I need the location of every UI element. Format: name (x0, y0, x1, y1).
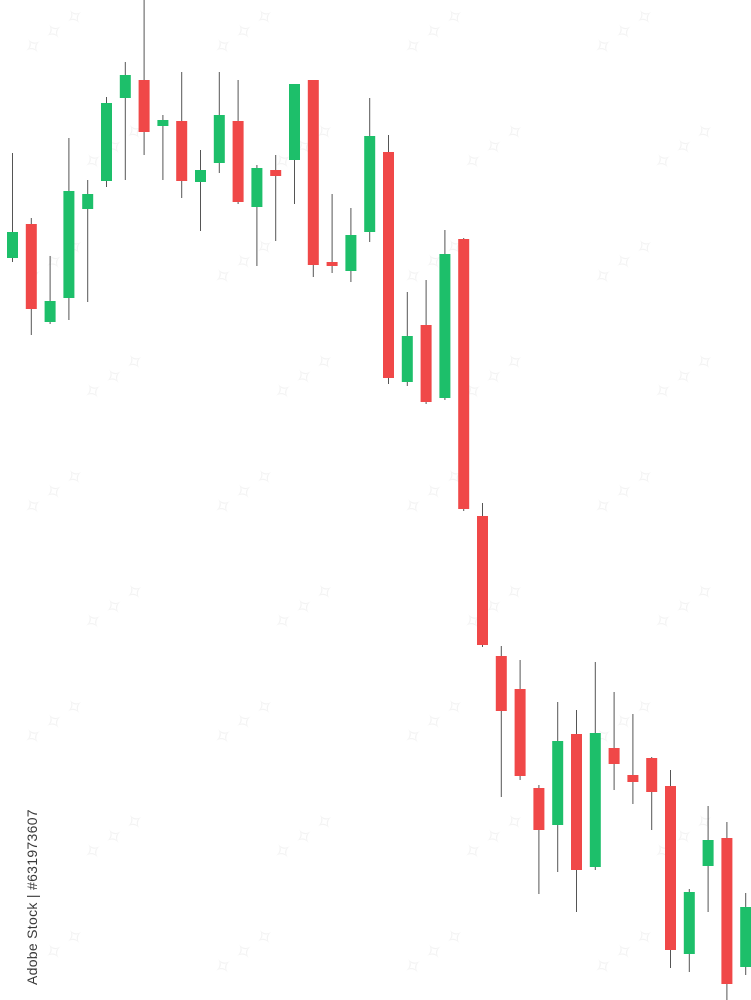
candle (627, 714, 639, 804)
stock-id-watermark: Adobe Stock | #631973607 (24, 809, 40, 985)
candle-body-bearish (495, 656, 507, 711)
candle (195, 150, 206, 231)
candle-body-bullish (289, 84, 300, 160)
candle (589, 662, 601, 870)
candle (740, 893, 751, 975)
candle (364, 98, 376, 242)
candle-body-bearish (232, 121, 244, 202)
candle-body-bullish (82, 194, 94, 209)
candle (533, 785, 545, 894)
candle (101, 97, 112, 187)
candle (44, 256, 56, 324)
candle-body-bearish (138, 80, 150, 132)
candle-body-bullish (401, 336, 413, 382)
candle (439, 230, 451, 400)
candle-body-bearish (514, 689, 526, 776)
candle-body-bearish (533, 788, 545, 830)
candle (7, 153, 18, 262)
candle (571, 710, 582, 912)
candle (702, 806, 714, 912)
candle-body-bearish (383, 152, 394, 378)
candle (458, 238, 470, 511)
candle-body-bearish (627, 775, 639, 782)
candle-body-bullish (63, 191, 75, 298)
candle-body-bullish (157, 120, 169, 126)
candle (345, 208, 357, 282)
candle-body-bullish (552, 741, 564, 825)
candle-body-bullish (7, 232, 18, 258)
candle (270, 155, 282, 241)
candle-body-bullish (683, 892, 695, 954)
candle (157, 115, 169, 180)
candle (495, 646, 507, 797)
candle-body-bullish (364, 136, 376, 232)
candle-body-bearish (665, 786, 676, 950)
candle (477, 503, 488, 647)
candle-body-bullish (101, 103, 112, 181)
candle-body-bearish (608, 748, 620, 764)
candle-body-bullish (345, 235, 357, 271)
candle-body-bearish (326, 262, 338, 266)
candle-body-bullish (213, 115, 225, 163)
candle (307, 80, 319, 277)
candle (82, 180, 94, 302)
candle-body-bearish (270, 170, 282, 176)
candle-body-bearish (477, 516, 488, 645)
candle-body-bullish (589, 733, 601, 867)
candle (119, 62, 131, 180)
candle-body-bearish (307, 80, 319, 265)
candle (326, 194, 338, 273)
candle (232, 80, 244, 204)
candle-body-bearish (721, 838, 733, 984)
candle-body-bullish (119, 75, 131, 98)
candle (213, 72, 225, 173)
candle-body-bearish (571, 734, 582, 870)
candle-body-bullish (251, 168, 263, 207)
candle-body-bearish (646, 758, 658, 792)
candle (683, 889, 695, 972)
candle-body-bearish (458, 239, 470, 509)
candle (63, 138, 75, 320)
candle (138, 0, 150, 155)
candle-body-bullish (195, 170, 206, 182)
candle (289, 84, 300, 204)
candle-body-bullish (740, 907, 751, 967)
candle (514, 660, 526, 780)
candle-body-bullish (44, 301, 56, 322)
candle-body-bullish (439, 254, 451, 398)
candle (251, 165, 263, 266)
candle (552, 702, 564, 872)
candle (383, 135, 394, 384)
candle-body-bearish (420, 325, 432, 402)
candle (608, 692, 620, 790)
candle-body-bullish (702, 840, 714, 866)
candle (665, 770, 676, 968)
candle (420, 280, 432, 404)
candle-body-bearish (176, 121, 188, 181)
candle (721, 822, 733, 1000)
candle (176, 72, 188, 198)
candle (646, 757, 658, 830)
candle (401, 292, 413, 386)
candle-body-bearish (25, 224, 37, 309)
candle (25, 218, 37, 335)
